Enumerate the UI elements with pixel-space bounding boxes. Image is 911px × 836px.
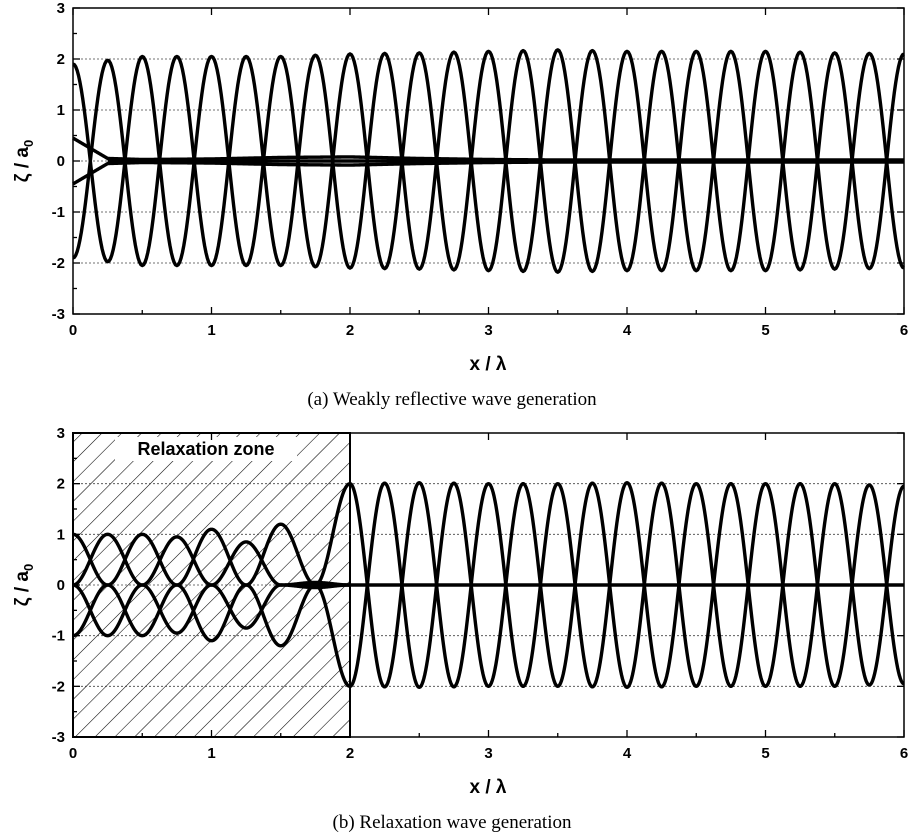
panel-a-x-axis-title: x / λ bbox=[470, 354, 507, 375]
x-tick-label: 6 bbox=[900, 745, 908, 762]
panel-a-ticks: 0 1 2 3 4 5 6 3 2 1 0 -1 -2 -3 bbox=[52, 0, 909, 339]
x-tick-label: 3 bbox=[484, 322, 492, 339]
panel-a-y-axis-title-sub: 0 bbox=[21, 140, 36, 147]
x-tick-label: 4 bbox=[623, 322, 632, 339]
relaxation-zone-label: Relaxation zone bbox=[137, 439, 274, 459]
y-tick-label: -1 bbox=[52, 628, 65, 645]
curve-envelope-upper bbox=[349, 480, 905, 689]
curve-zone-wave bbox=[71, 522, 352, 689]
y-tick-label: -3 bbox=[52, 306, 65, 323]
panel-b-ticks: 0 1 2 3 4 5 6 3 2 1 0 -1 -2 -3 bbox=[52, 425, 909, 762]
x-tick-label: 4 bbox=[623, 745, 632, 762]
x-tick-label: 0 bbox=[69, 745, 77, 762]
y-tick-label: -1 bbox=[52, 204, 65, 221]
x-tick-label: 0 bbox=[69, 322, 77, 339]
curve-zone-wave bbox=[71, 532, 352, 635]
curve-envelope-upper bbox=[72, 48, 905, 274]
curve-envelope-lower bbox=[72, 48, 905, 274]
panel-b-y-axis-title-main: ζ / a bbox=[12, 571, 33, 607]
panel-b-x-axis-title: x / λ bbox=[470, 777, 507, 798]
y-tick-label: 0 bbox=[57, 153, 65, 170]
y-tick-label: 3 bbox=[57, 425, 65, 442]
x-tick-label: 6 bbox=[900, 322, 908, 339]
y-tick-label: 1 bbox=[57, 526, 65, 543]
panel-b-y-axis-title: ζ / a0 bbox=[12, 564, 36, 606]
panel-a-curves bbox=[72, 48, 905, 274]
y-tick-label: 2 bbox=[57, 51, 65, 68]
y-tick-label: 2 bbox=[57, 476, 65, 493]
x-tick-label: 5 bbox=[761, 745, 769, 762]
panel-a-y-axis-title-main: ζ / a bbox=[12, 147, 33, 183]
y-tick-label: -3 bbox=[52, 729, 65, 746]
y-tick-label: 1 bbox=[57, 102, 65, 119]
y-tick-label: -2 bbox=[52, 678, 65, 695]
x-tick-label: 1 bbox=[207, 322, 215, 339]
curve-zone-wave bbox=[71, 481, 352, 648]
y-tick-label: 0 bbox=[57, 577, 65, 594]
x-tick-label: 3 bbox=[484, 745, 492, 762]
x-tick-label: 1 bbox=[207, 745, 215, 762]
panel-a-y-axis-title: ζ / a0 bbox=[12, 140, 36, 182]
y-tick-label: -2 bbox=[52, 255, 65, 272]
x-tick-label: 2 bbox=[346, 745, 354, 762]
panel-b-caption: (b) Relaxation wave generation bbox=[333, 812, 572, 833]
panel-b-curves bbox=[71, 480, 905, 690]
panel-a-caption: (a) Weakly reflective wave generation bbox=[307, 389, 597, 410]
x-tick-label: 5 bbox=[761, 322, 769, 339]
x-tick-label: 2 bbox=[346, 322, 354, 339]
y-tick-label: 3 bbox=[57, 0, 65, 17]
curve-envelope-lower bbox=[349, 481, 905, 690]
relaxation-zone-label-bg bbox=[115, 437, 297, 461]
panel-b-y-axis-title-sub: 0 bbox=[21, 564, 36, 571]
